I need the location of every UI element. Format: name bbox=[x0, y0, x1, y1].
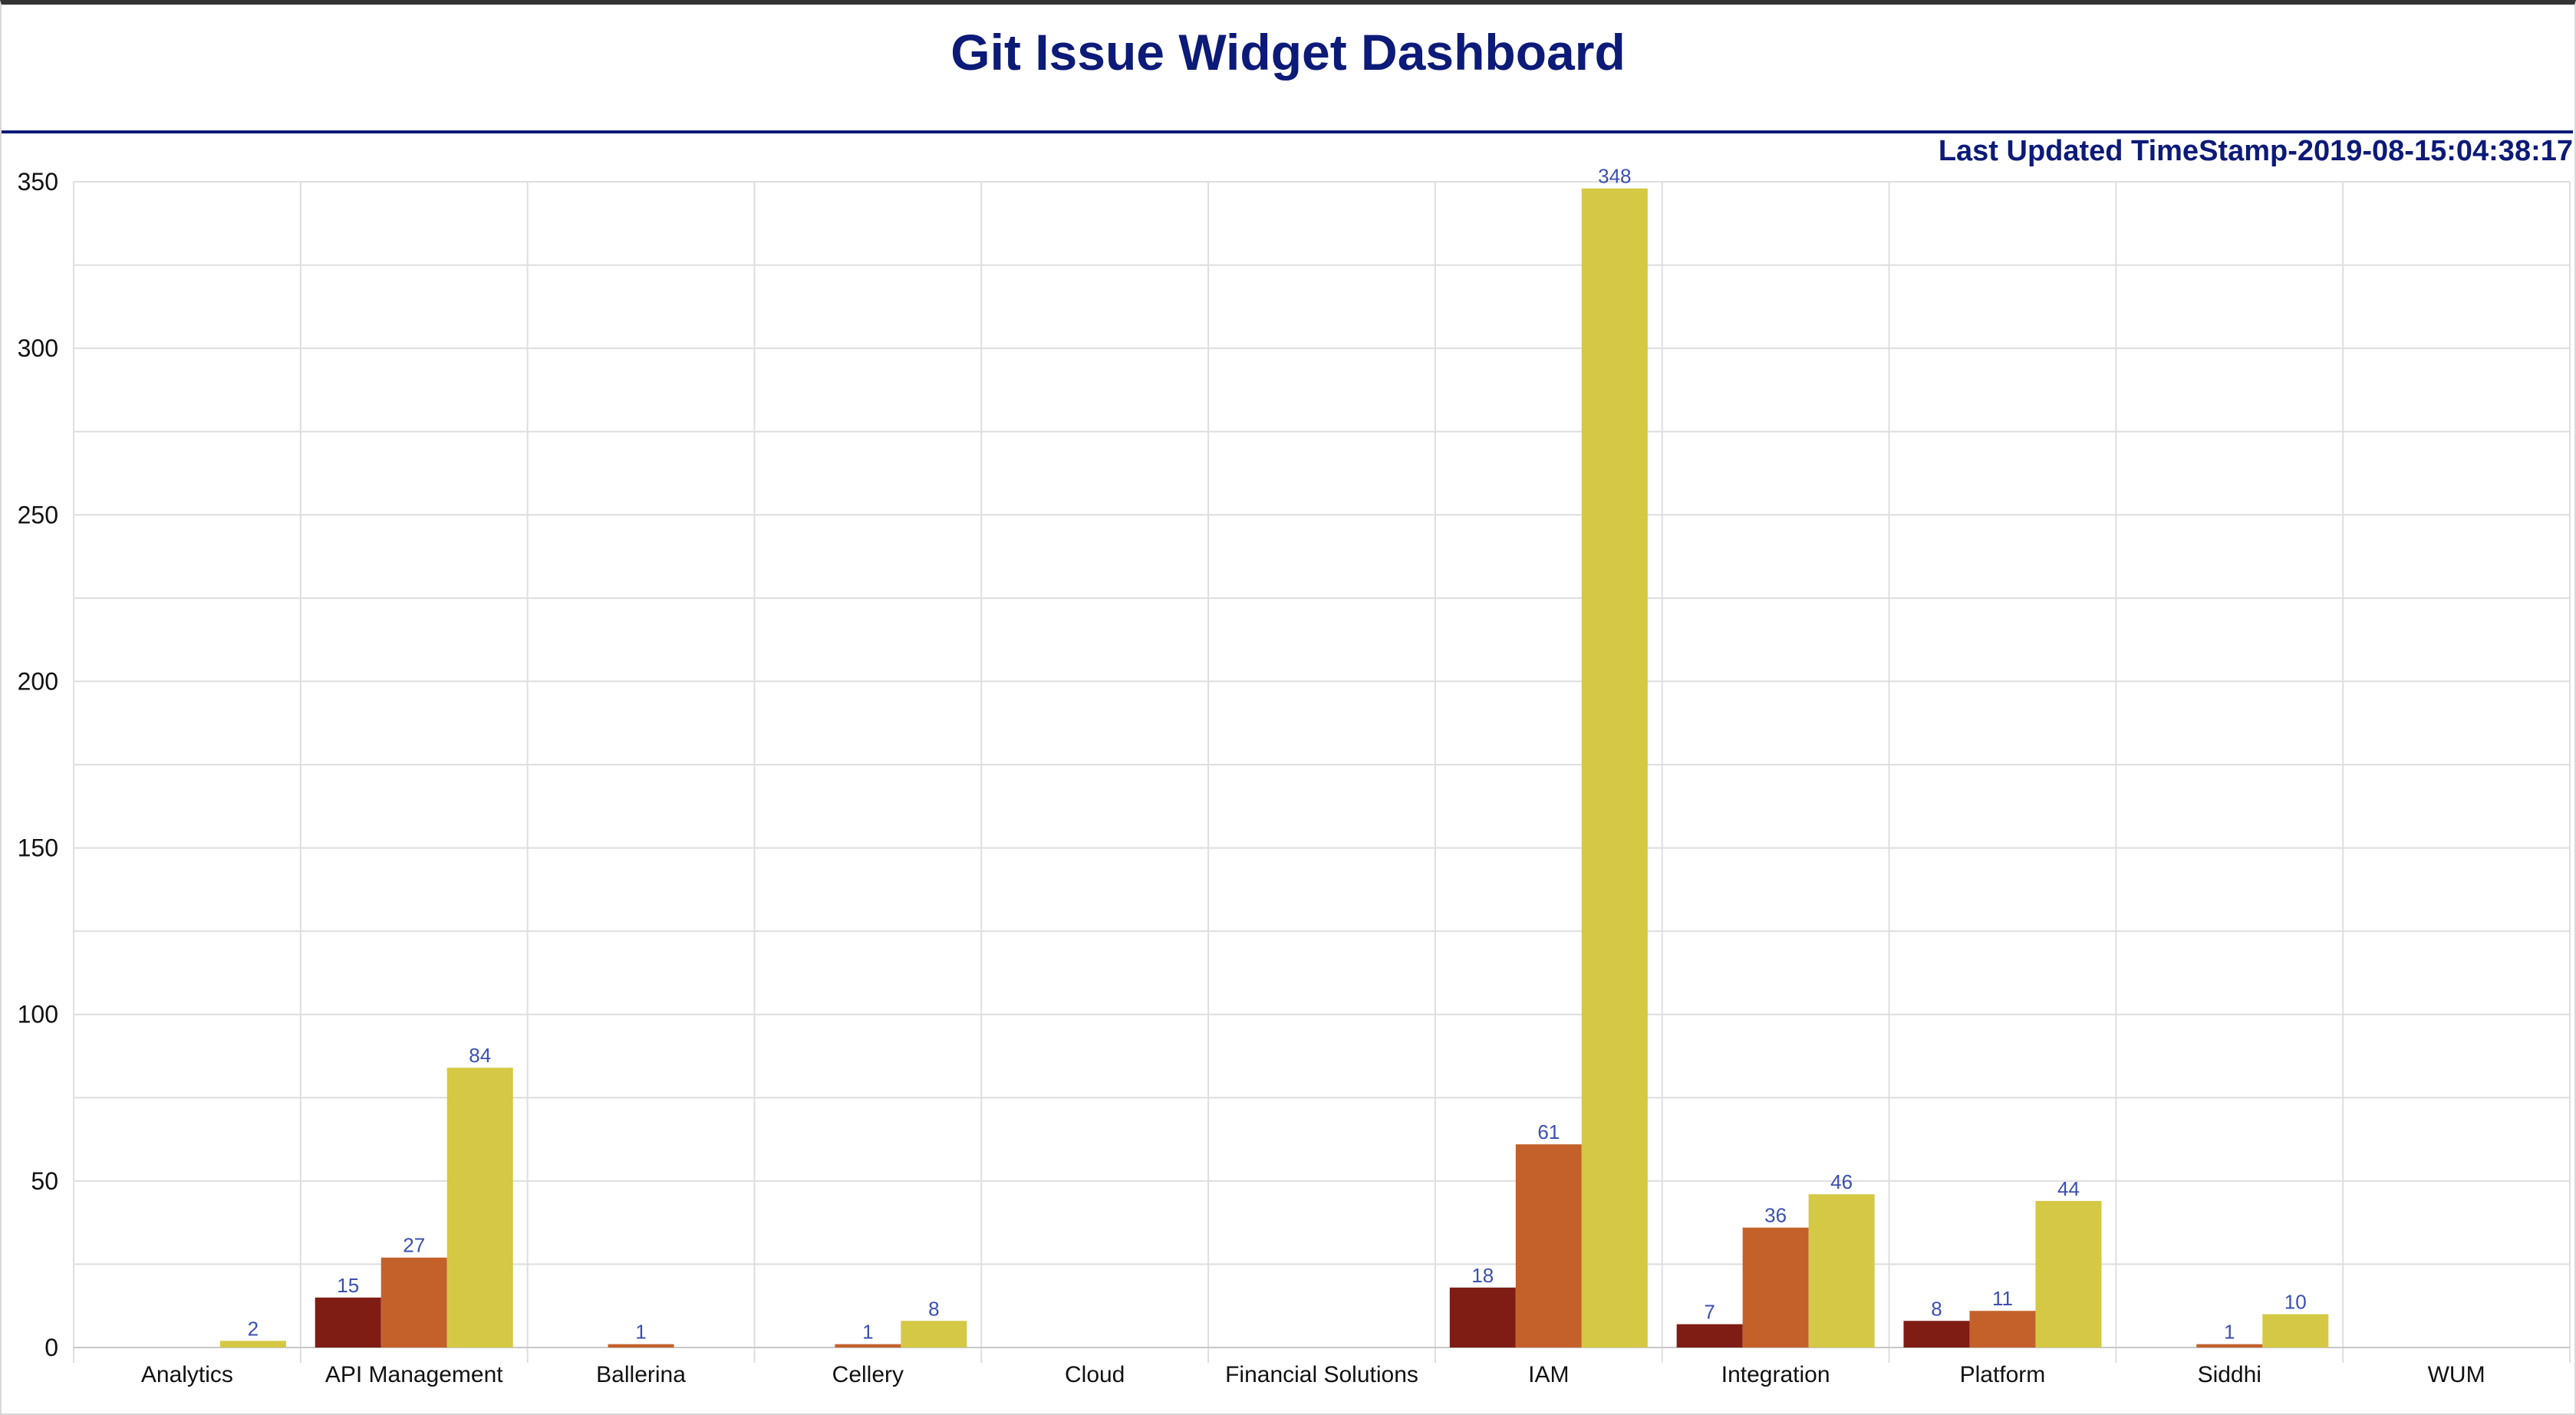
bar bbox=[315, 1297, 381, 1348]
bar bbox=[2196, 1344, 2263, 1348]
bar bbox=[1808, 1194, 1875, 1348]
y-tick-label: 150 bbox=[18, 834, 58, 862]
bar-value-label: 15 bbox=[337, 1274, 359, 1297]
bar bbox=[1969, 1311, 2036, 1348]
bar bbox=[1449, 1287, 1516, 1348]
bar bbox=[835, 1344, 901, 1348]
bar-value-label: 8 bbox=[928, 1297, 939, 1320]
bar-value-label: 36 bbox=[1764, 1204, 1787, 1227]
bar-value-label: 46 bbox=[1830, 1170, 1853, 1193]
x-category-label: Platform bbox=[1960, 1362, 2046, 1387]
y-tick-label: 300 bbox=[18, 334, 58, 362]
bar bbox=[2035, 1200, 2102, 1348]
bar bbox=[1903, 1321, 1970, 1348]
bar-value-label: 7 bbox=[1704, 1301, 1715, 1324]
page-title: Git Issue Widget Dashboard bbox=[950, 24, 1626, 81]
x-category-label: API Management bbox=[325, 1362, 503, 1387]
bar bbox=[1515, 1144, 1582, 1348]
x-category-label: WUM bbox=[2428, 1362, 2485, 1387]
bar bbox=[1581, 188, 1648, 1348]
y-tick-label: 100 bbox=[18, 1001, 58, 1028]
bar-value-label: 1 bbox=[635, 1321, 646, 1344]
bar-value-label: 348 bbox=[1598, 165, 1631, 188]
bar bbox=[1742, 1227, 1809, 1348]
bar-value-label: 27 bbox=[403, 1234, 425, 1257]
x-category-label: Ballerina bbox=[596, 1362, 686, 1387]
bar bbox=[608, 1344, 674, 1348]
y-tick-label: 0 bbox=[44, 1334, 58, 1361]
x-category-label: Cloud bbox=[1065, 1362, 1125, 1387]
y-tick-label: 50 bbox=[31, 1167, 58, 1195]
bar bbox=[901, 1321, 967, 1348]
x-category-label: Integration bbox=[1721, 1362, 1830, 1387]
bar-value-label: 1 bbox=[862, 1321, 873, 1344]
y-tick-label: 200 bbox=[18, 667, 58, 695]
y-tick-label: 350 bbox=[18, 168, 58, 196]
last-updated-timestamp: Last Updated TimeStamp-2019-08-15:04:38:… bbox=[1938, 135, 2573, 167]
bar-value-label: 61 bbox=[1537, 1120, 1560, 1144]
bar-value-label: 11 bbox=[1992, 1287, 2013, 1310]
bar-value-label: 2 bbox=[248, 1317, 259, 1340]
bar-value-label: 84 bbox=[469, 1044, 491, 1067]
bar-value-label: 8 bbox=[1931, 1297, 1942, 1320]
bar bbox=[219, 1341, 286, 1348]
bar-value-label: 44 bbox=[2057, 1177, 2080, 1200]
y-tick-label: 250 bbox=[18, 501, 58, 528]
title-divider bbox=[2, 130, 2573, 133]
x-category-label: Cellery bbox=[832, 1362, 904, 1387]
x-category-label: Financial Solutions bbox=[1225, 1362, 1418, 1387]
bar-value-label: 18 bbox=[1471, 1264, 1494, 1287]
x-category-label: Siddhi bbox=[2198, 1362, 2261, 1387]
bar bbox=[446, 1068, 513, 1348]
bar-value-label: 1 bbox=[2224, 1321, 2235, 1344]
bar bbox=[380, 1257, 447, 1348]
bar-value-label: 10 bbox=[2284, 1291, 2307, 1314]
bar bbox=[2262, 1314, 2329, 1348]
x-category-label: Analytics bbox=[141, 1362, 233, 1387]
x-category-label: IAM bbox=[1528, 1362, 1569, 1387]
bar bbox=[1676, 1324, 1743, 1348]
